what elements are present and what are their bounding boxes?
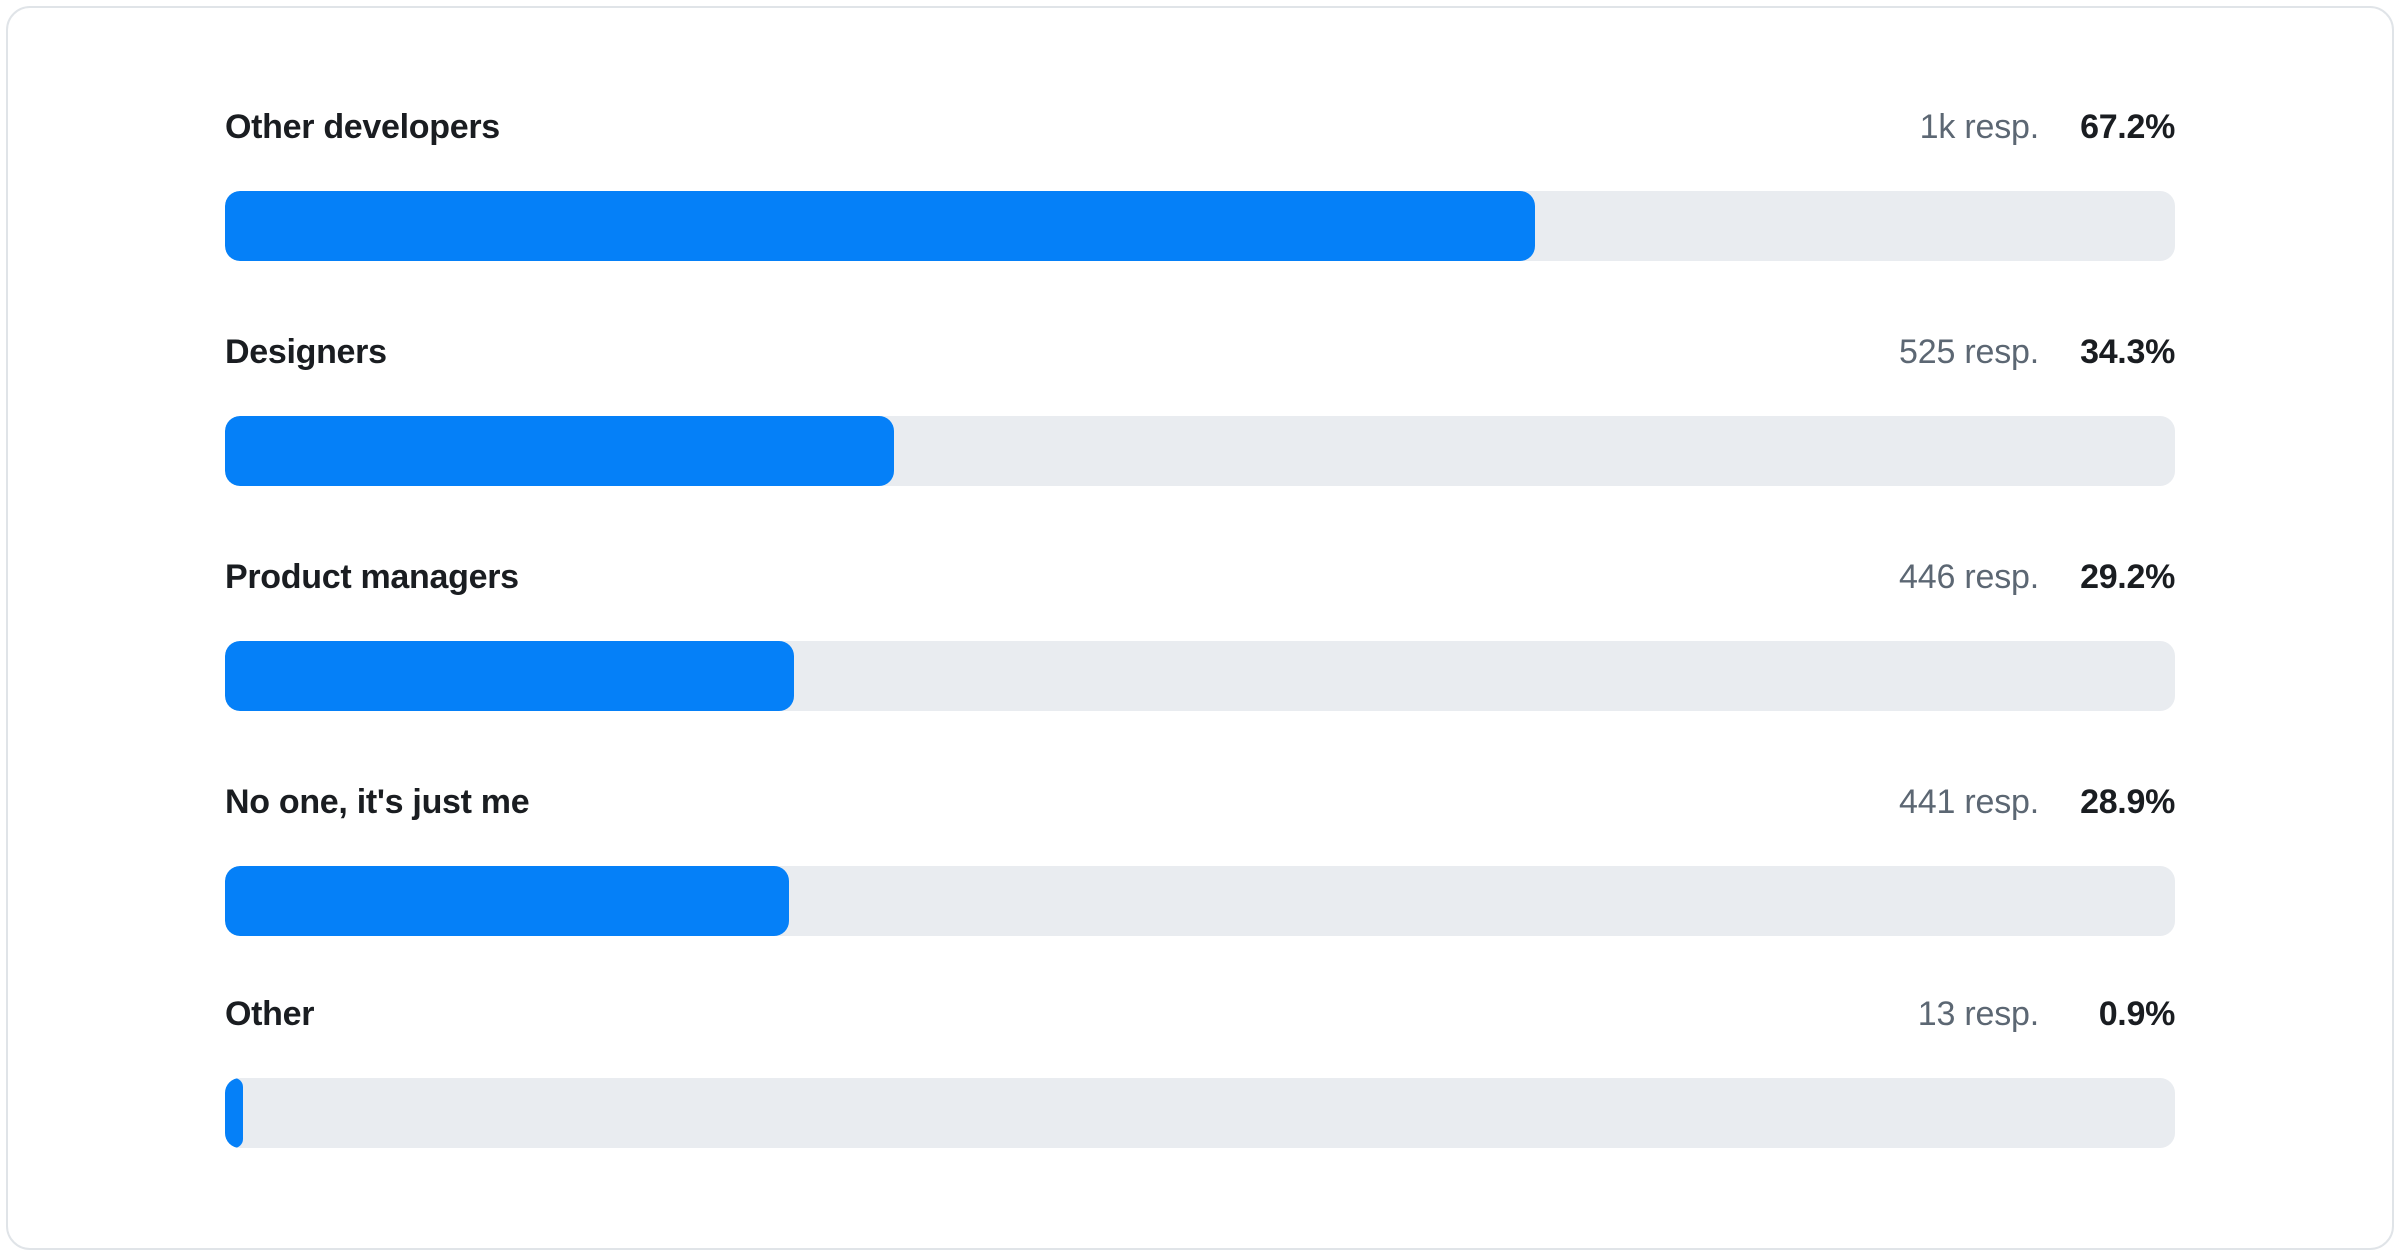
respondent-count: 13 resp. [1917, 995, 2039, 1033]
percent-value: 29.2% [2080, 558, 2175, 596]
bar-track [225, 191, 2175, 261]
respondent-count: 441 resp. [1899, 783, 2039, 821]
percent-value: 28.9% [2080, 783, 2175, 821]
category-label: No one, it's just me [225, 783, 530, 821]
bar-track [225, 641, 2175, 711]
bar-fill [225, 641, 795, 711]
bar-fill [225, 1078, 243, 1148]
category-label: Other [225, 995, 315, 1033]
bar-fill [225, 416, 894, 486]
row-values: 525 resp. 34.3% [1899, 328, 2175, 376]
category-label: Other developers [225, 108, 500, 146]
bar-fill [225, 191, 1536, 261]
row-header: Product managers 446 resp. 29.2% [225, 553, 2175, 601]
chart-row: Other 13 resp. 0.9% [225, 990, 2175, 1148]
respondent-count: 446 resp. [1899, 558, 2039, 596]
bar-fill [225, 866, 789, 936]
row-header: Designers 525 resp. 34.3% [225, 328, 2175, 376]
chart-row: Designers 525 resp. 34.3% [225, 328, 2175, 486]
category-label: Designers [225, 333, 387, 371]
chart-row: No one, it's just me 441 resp. 28.9% [225, 778, 2175, 936]
row-values: 13 resp. 0.9% [1917, 990, 2176, 1038]
row-values: 446 resp. 29.2% [1899, 553, 2175, 601]
percent-value: 67.2% [2080, 108, 2175, 146]
row-header: No one, it's just me 441 resp. 28.9% [225, 778, 2175, 826]
bar-track [225, 866, 2175, 936]
row-header: Other 13 resp. 0.9% [225, 990, 2175, 1038]
respondent-count: 525 resp. [1899, 333, 2039, 371]
survey-results-card: Other developers 1k resp. 67.2% Designer… [6, 6, 2394, 1250]
percent-value: 0.9% [2098, 995, 2176, 1033]
chart-row: Other developers 1k resp. 67.2% [225, 103, 2175, 261]
chart-row: Product managers 446 resp. 29.2% [225, 553, 2175, 711]
percent-value: 34.3% [2080, 333, 2175, 371]
row-values: 441 resp. 28.9% [1899, 778, 2175, 826]
respondent-count: 1k resp. [1919, 108, 2040, 146]
bar-track [225, 416, 2175, 486]
row-values: 1k resp. 67.2% [1919, 103, 2176, 151]
row-header: Other developers 1k resp. 67.2% [225, 103, 2175, 151]
bar-track [225, 1078, 2175, 1148]
category-label: Product managers [225, 558, 519, 596]
